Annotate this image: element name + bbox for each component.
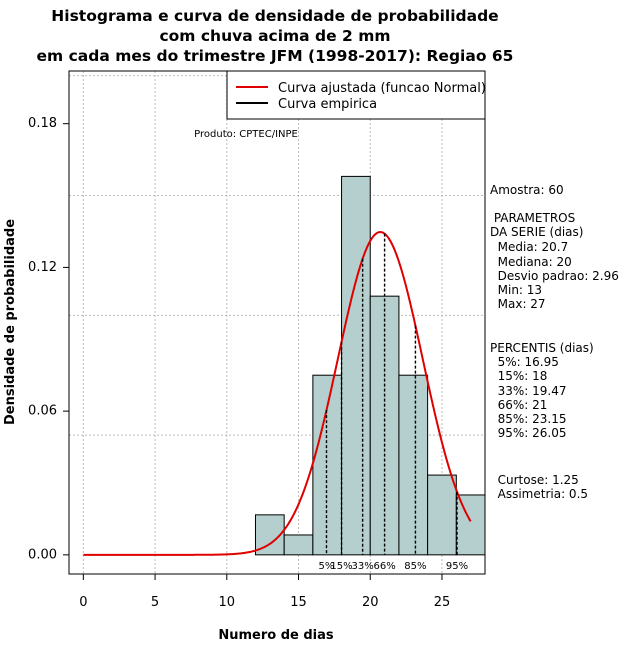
x-tick-label: 0 [79,595,87,610]
stat-p33: 33%: 19.47 [490,384,567,398]
histogram-bar [341,175,371,556]
y-tick-label: 0.18 [28,116,57,131]
histogram-bar [455,494,486,556]
y-tick-label: 0.12 [28,260,57,275]
percentile-label: 15% [330,561,352,572]
x-tick-label: 10 [219,595,236,610]
x-axis-title: Numero de dias [218,628,334,643]
y-tick-label: 0.00 [28,547,57,562]
title-line-1: Histograma e curva de densidade de proba… [51,7,499,25]
credit-text: Produto: CPTEC/INPE [194,129,298,140]
percentile-label: 85% [404,561,426,572]
legend-box [226,70,486,120]
x-tick-label: 25 [434,595,451,610]
histogram-bar [427,474,457,556]
x-tick-label: 20 [362,595,379,610]
y-tick-label: 0.06 [28,404,57,419]
percentile-label: 66% [373,561,395,572]
histogram-bar [398,374,429,556]
title-line-3: em cada mes do trimestre JFM (1998-2017)… [36,47,514,65]
title-line-2: com chuva acima de 2 mm [159,27,391,45]
histogram-bar [312,374,343,556]
stat-p66: 66%: 21 [490,398,548,412]
percentiles-title: PERCENTIS (dias) [490,341,594,355]
stat-max: Max: 27 [490,297,546,311]
stat-p85: 85%: 23.15 [490,412,567,426]
stat-mean: Media: 20.7 [490,240,569,254]
params-subtitle: DA SERIE (dias) [490,225,584,239]
stat-min: Min: 13 [490,283,543,297]
y-axis-title: Densidade de probabilidade [3,219,18,425]
stat-p15: 15%: 18 [490,369,548,383]
stat-p5: 5%: 16.95 [490,355,559,369]
normal-fit-curve [83,231,472,556]
stat-skewness: Assimetria: 0.5 [490,487,589,501]
legend-label: Curva ajustada (funcao Normal) [278,81,486,96]
stat-sd: Desvio padrao: 2.96 [490,269,619,283]
x-tick-label: 5 [151,595,159,610]
x-tick-label: 15 [290,595,307,610]
stat-p95: 95%: 26.05 [490,426,567,440]
stat-median: Mediana: 20 [490,255,572,269]
sample-size: Amostra: 60 [490,183,564,197]
params-title: PARAMETROS [490,211,576,225]
histogram-bar [283,534,314,556]
legend: Curva ajustada (funcao Normal)Curva empi… [226,70,486,120]
stat-kurtosis: Curtose: 1.25 [490,473,579,487]
percentile-label: 33% [352,561,374,572]
legend-label: Curva empirica [278,97,377,112]
percentile-label: 5% [319,561,335,572]
percentile-label: 95% [446,561,468,572]
